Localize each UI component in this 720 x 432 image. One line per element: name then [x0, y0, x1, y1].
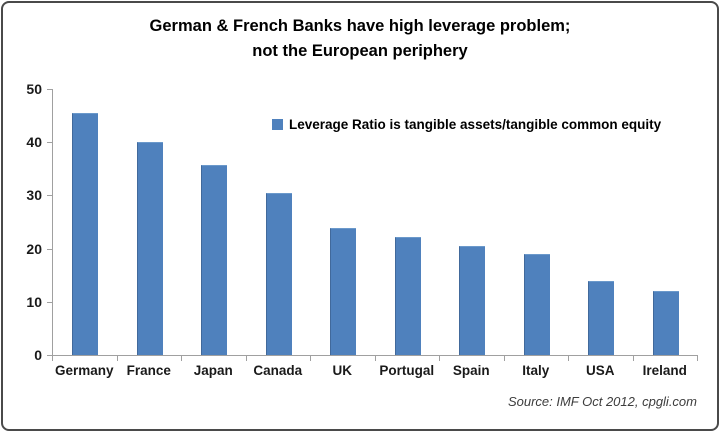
y-axis-label-50: 50 [26, 81, 42, 97]
bar-spain [459, 246, 486, 355]
x-axis-label-portugal: Portugal [379, 363, 435, 378]
x-tick-mark [245, 356, 247, 361]
x-tick-mark [439, 356, 440, 361]
x-tick-mark [116, 356, 118, 361]
legend-marker-icon [272, 119, 283, 130]
bar-usa [588, 280, 615, 355]
bar-france [136, 142, 163, 355]
chart-title-line2: not the European periphery [252, 42, 468, 60]
y-tick-mark [47, 355, 52, 356]
x-axis-label-france: France [126, 363, 171, 378]
y-axis-label-30: 30 [26, 187, 42, 204]
x-axis-label-usa: USA [585, 363, 615, 378]
x-tick-mark [181, 356, 182, 361]
source-note: Source: IMF Oct 2012, cpgli.com [507, 394, 697, 409]
x-axis-label-spain: Spain [452, 363, 490, 378]
x-tick-mark [503, 356, 505, 361]
x-tick-mark [374, 356, 376, 361]
bar-canada [265, 193, 292, 355]
y-axis-label-20: 20 [26, 240, 42, 257]
x-tick-mark [697, 356, 698, 361]
x-axis-label-germany: Germany [54, 363, 114, 378]
x-axis-label-ireland: Ireland [642, 363, 687, 378]
y-tick-mark [47, 248, 52, 250]
x-axis-label-japan: Japan [193, 363, 233, 378]
bar-ireland [652, 291, 679, 355]
x-axis-label-canada: Canada [253, 363, 303, 378]
x-tick-mark [52, 356, 53, 361]
chart-title-line1: German & French Banks have high leverage… [149, 17, 571, 35]
plot-area [52, 89, 698, 356]
legend-label: Leverage Ratio is tangible assets/tangib… [289, 117, 662, 132]
bar-italy [523, 253, 550, 355]
legend: Leverage Ratio is tangible assets/tangib… [272, 117, 661, 132]
y-tick-mark [47, 301, 52, 303]
chart-title: German & French Banks have high leverage… [0, 14, 720, 64]
y-axis-label-10: 10 [26, 293, 42, 310]
x-tick-mark [632, 356, 634, 361]
y-tick-mark [47, 142, 52, 144]
y-tick-mark [47, 89, 52, 90]
bar-uk [330, 227, 357, 355]
bar-portugal [394, 237, 421, 355]
bar-germany [72, 112, 99, 355]
x-axis-label-italy: Italy [522, 363, 550, 378]
x-tick-mark [310, 356, 311, 361]
x-tick-mark [568, 356, 569, 361]
y-axis-label-0: 0 [34, 347, 42, 363]
y-tick-mark [47, 195, 52, 197]
y-axis-label-40: 40 [26, 134, 42, 151]
x-axis-label-uk: UK [332, 363, 353, 378]
bar-japan [201, 165, 228, 355]
